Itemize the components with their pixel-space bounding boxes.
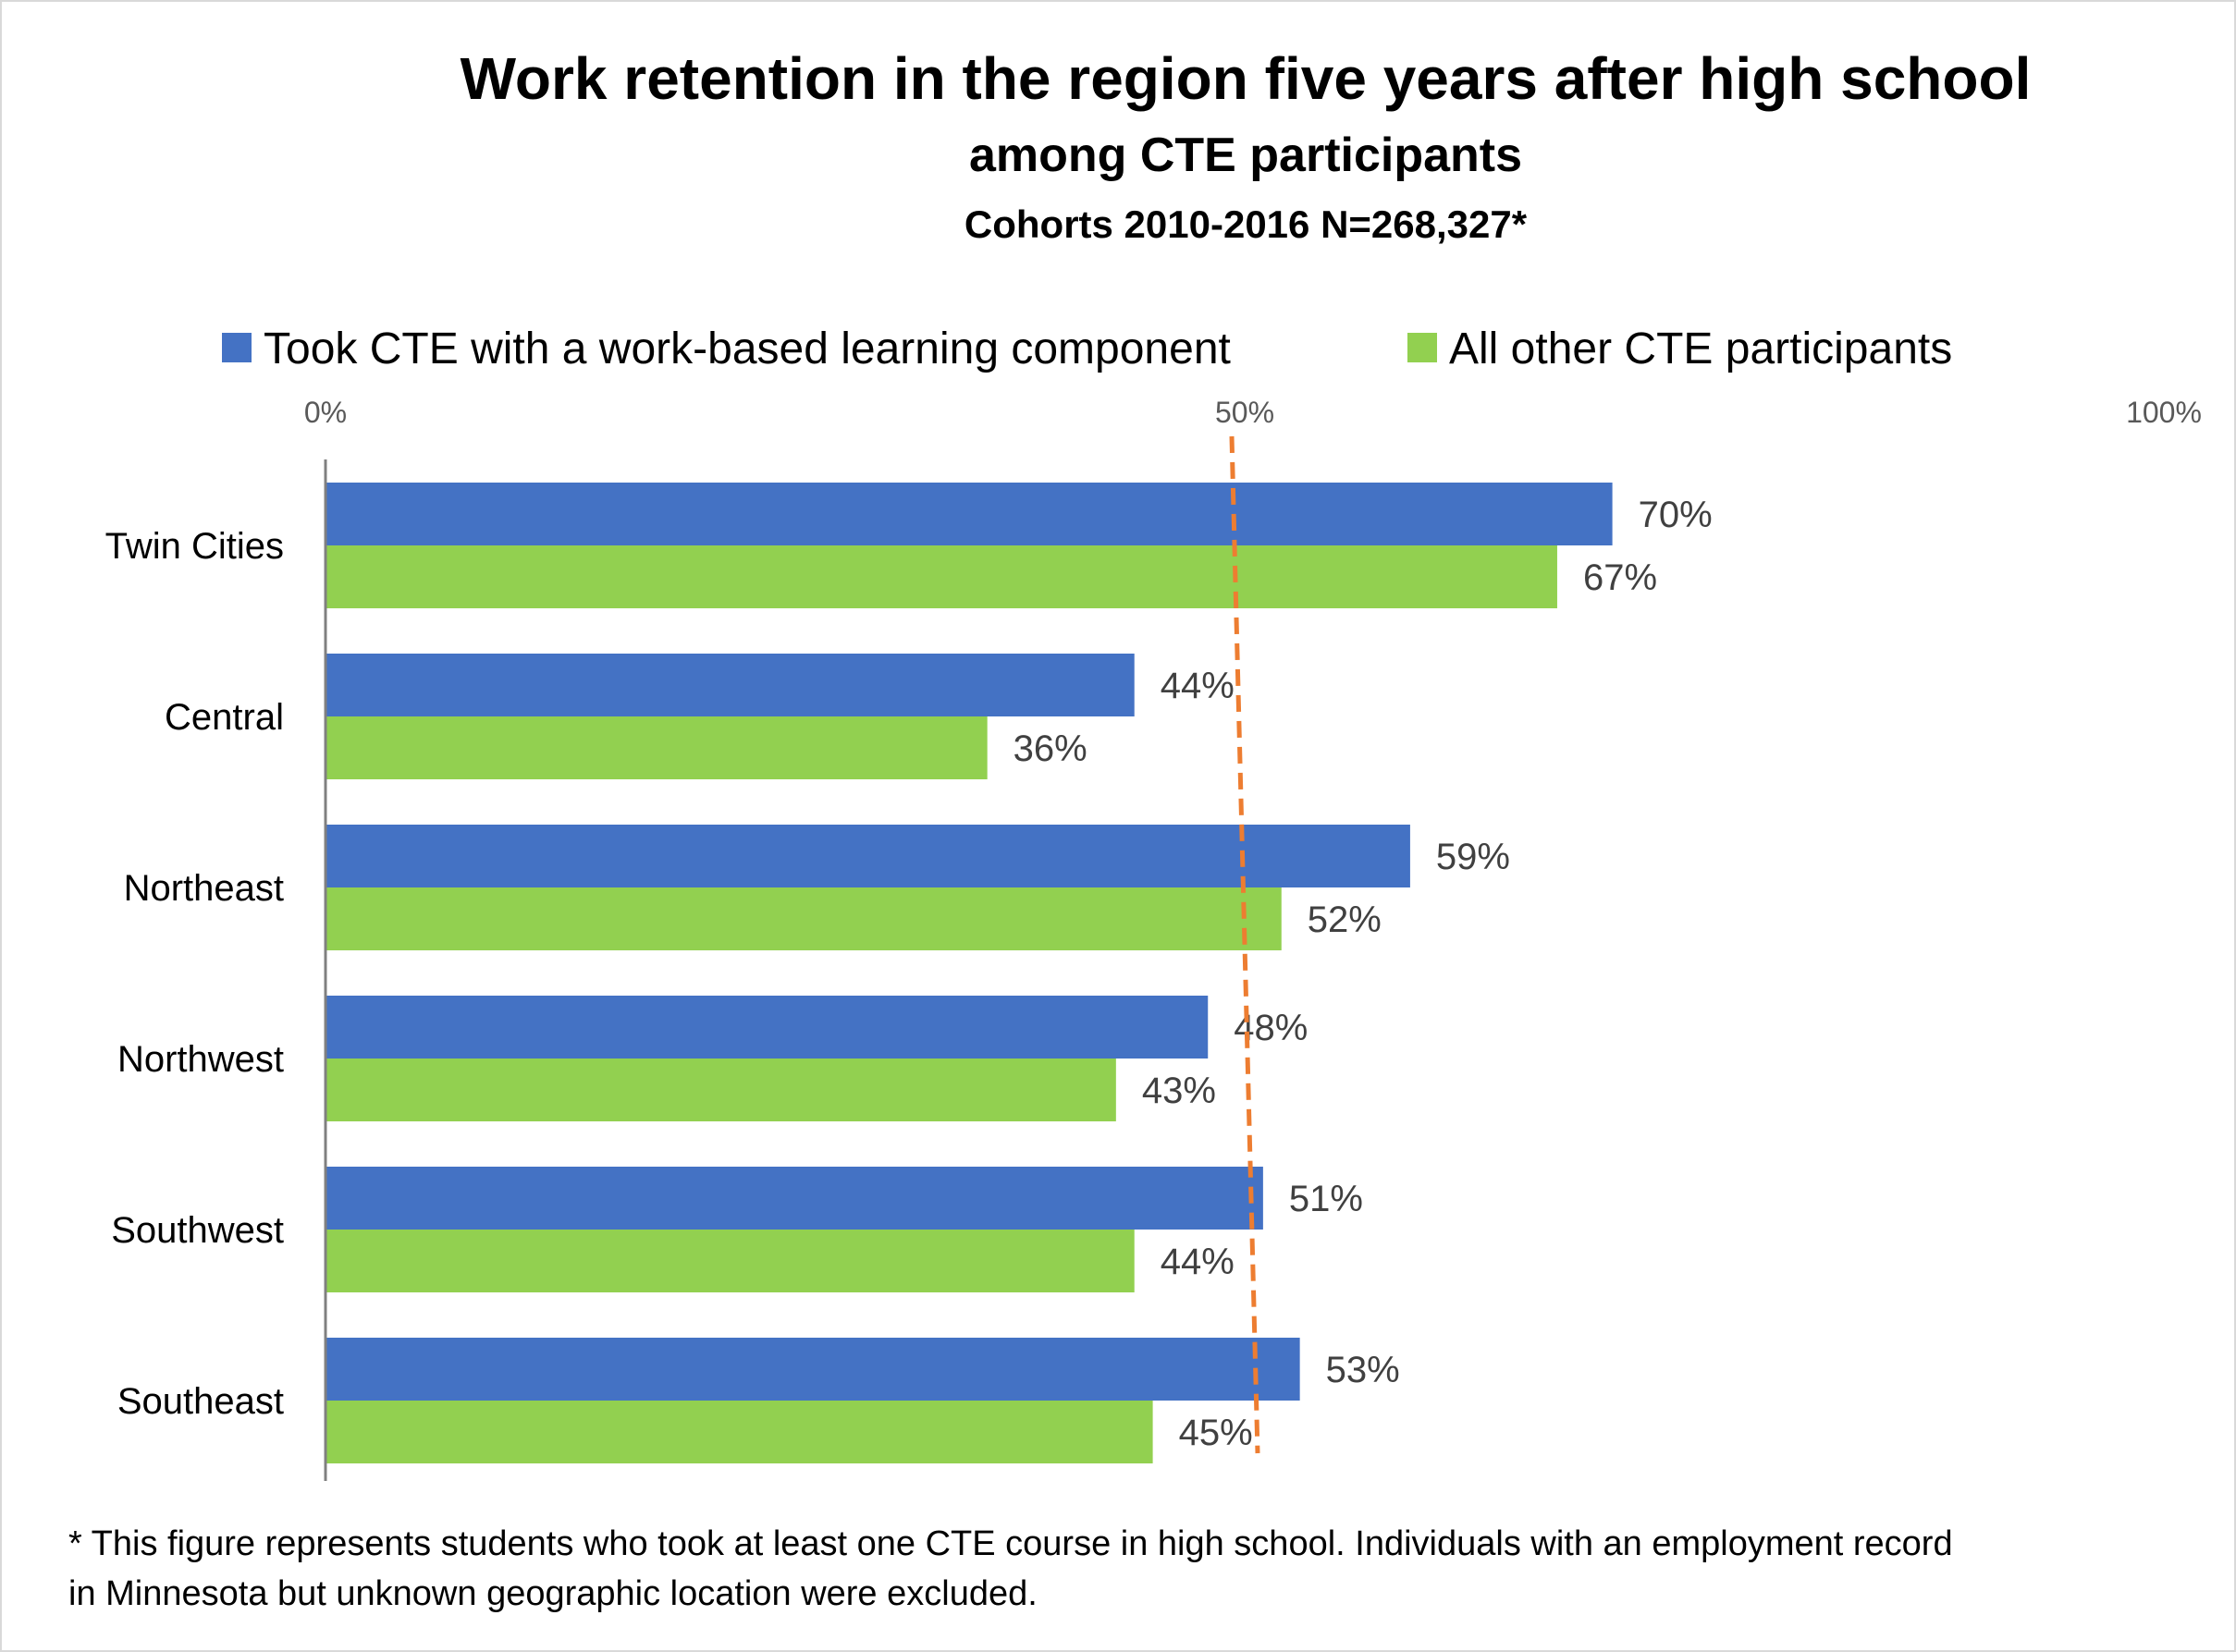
legend-label-work-based: Took CTE with a work-based learning comp… (264, 324, 1231, 373)
footnote-line-1: * This figure represents students who to… (68, 1524, 1953, 1563)
x-tick-label-0: 0% (304, 396, 347, 429)
bar-northeast-series-0 (326, 825, 1410, 887)
category-label-southeast: Southeast (117, 1381, 284, 1422)
legend-swatch-work-based (222, 333, 252, 362)
bar-northeast-series-1 (326, 887, 1282, 950)
reference-line-50 (1229, 435, 1260, 1454)
bar-southwest-series-1 (326, 1230, 1135, 1292)
category-label-twin-cities: Twin Cities (105, 526, 284, 567)
bar-twin-cities-series-1 (326, 545, 1557, 608)
x-axis-ticks: 0% 50% 100% (304, 396, 2202, 429)
footnote-line-2: in Minnesota but unknown geographic loca… (68, 1574, 1038, 1613)
legend-swatch-other (1407, 333, 1437, 362)
bar-southwest-series-0 (326, 1167, 1263, 1230)
category-label-northwest: Northwest (117, 1039, 284, 1080)
data-label-northwest-series-1: 43% (1142, 1071, 1216, 1111)
x-tick-label-100: 100% (2126, 396, 2202, 429)
bar-twin-cities-series-0 (326, 483, 1613, 545)
bar-northwest-series-0 (326, 996, 1209, 1059)
bars-group (326, 483, 1613, 1463)
data-label-southwest-series-0: 51% (1289, 1179, 1363, 1219)
chart-subtitle-cohorts: Cohorts 2010-2016 N=268,327* (964, 202, 1528, 246)
x-tick-label-50: 50% (1215, 396, 1274, 429)
bar-northwest-series-1 (326, 1059, 1116, 1121)
data-labels: 70%67%44%36%59%52%48%43%51%44%53%45% (1014, 495, 1713, 1453)
data-label-central-series-0: 44% (1161, 666, 1235, 706)
category-label-southwest: Southwest (111, 1210, 284, 1251)
category-label-northeast: Northeast (124, 868, 284, 909)
category-label-central: Central (165, 697, 284, 738)
bar-central-series-1 (326, 716, 988, 779)
chart-title: Work retention in the region five years … (461, 45, 2032, 112)
data-label-central-series-1: 36% (1014, 728, 1087, 769)
data-label-northeast-series-0: 59% (1436, 837, 1510, 877)
bar-central-series-0 (326, 654, 1135, 716)
category-labels: Twin Cities Central Northeast Northwest Sout… (105, 526, 284, 1422)
data-label-southeast-series-0: 53% (1326, 1350, 1400, 1390)
chart-subtitle: among CTE participants (969, 128, 1522, 182)
bar-southeast-series-0 (326, 1338, 1300, 1401)
data-label-southwest-series-1: 44% (1161, 1242, 1235, 1282)
legend-label-other: All other CTE participants (1449, 324, 1952, 373)
data-label-northeast-series-1: 52% (1308, 899, 1382, 940)
data-label-southeast-series-1: 45% (1179, 1413, 1253, 1453)
legend: Took CTE with a work-based learning comp… (222, 324, 1952, 373)
data-label-twin-cities-series-0: 70% (1639, 495, 1713, 535)
bar-southeast-series-1 (326, 1401, 1153, 1463)
data-label-twin-cities-series-1: 67% (1583, 557, 1657, 598)
